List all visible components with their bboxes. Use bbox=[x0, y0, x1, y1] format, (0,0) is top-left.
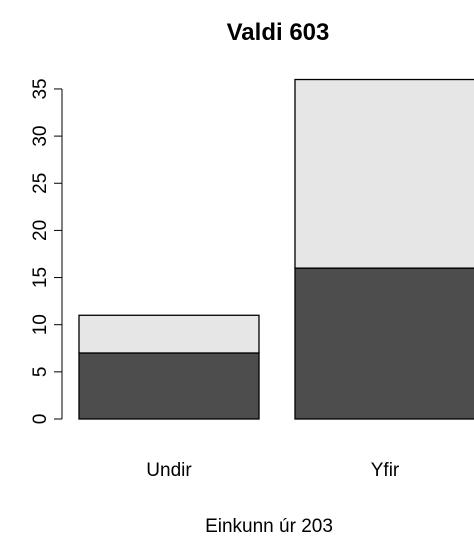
y-tick-label: 5 bbox=[30, 367, 51, 378]
x-tick-label: Undir bbox=[146, 460, 192, 481]
bars bbox=[78, 78, 474, 420]
y-tick-label: 15 bbox=[30, 267, 51, 288]
y-tick-label: 20 bbox=[30, 220, 51, 241]
y-tick-label: 30 bbox=[30, 126, 51, 147]
y-tick-label: 0 bbox=[30, 414, 51, 425]
y-tick-label: 10 bbox=[30, 314, 51, 335]
x-tick-labels: Undir Yfir bbox=[146, 460, 400, 481]
bar-undir-segment-1 bbox=[78, 352, 260, 420]
y-tick-label: 35 bbox=[30, 78, 51, 99]
chart-title: Valdi 603 bbox=[227, 19, 330, 46]
bar-undir-segment-2 bbox=[78, 314, 260, 354]
bar-yfir-segment-1 bbox=[294, 267, 474, 420]
bar-yfir-segment-2 bbox=[294, 78, 474, 269]
y-axis: 0 5 10 15 20 25 30 35 bbox=[30, 78, 63, 425]
x-tick-label: Yfir bbox=[371, 460, 400, 481]
x-axis-label: Einkunn úr 203 bbox=[205, 516, 333, 537]
y-tick-label: 25 bbox=[30, 173, 51, 194]
